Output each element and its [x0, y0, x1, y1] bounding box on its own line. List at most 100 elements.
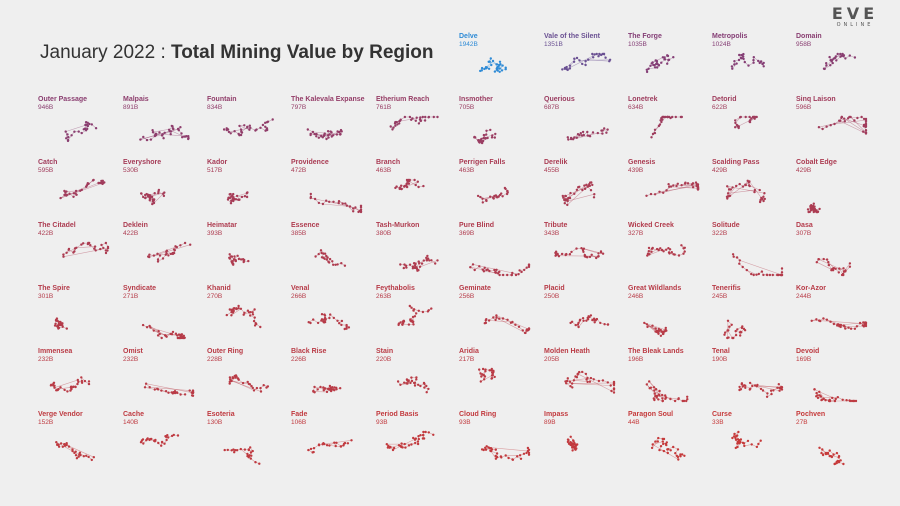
map-system-dot	[821, 127, 824, 131]
map-system-dot	[488, 269, 491, 273]
map-system-dot	[485, 198, 488, 202]
map-system-dot	[87, 455, 90, 459]
map-system-dot	[662, 442, 665, 446]
map-system-dot	[328, 200, 331, 203]
map-system-dot	[420, 262, 424, 265]
map-system-dot	[400, 184, 403, 187]
map-system-dot	[562, 196, 565, 199]
map-system-dot	[744, 183, 747, 186]
map-system-dot	[229, 202, 233, 205]
map-system-dot	[662, 437, 666, 441]
map-link	[149, 386, 190, 391]
map-system-dot	[65, 194, 68, 197]
map-system-dot	[487, 446, 490, 449]
map-system-dot	[682, 252, 685, 255]
map-system-dot	[517, 325, 521, 328]
map-system-dot	[413, 264, 417, 267]
map-system-dot	[842, 462, 845, 466]
region-name: Venal	[291, 285, 310, 292]
region-value: 343B	[544, 230, 560, 237]
map-system-dot	[661, 393, 664, 397]
map-system-dot	[610, 389, 613, 393]
map-system-dot	[352, 207, 355, 210]
map-system-dot	[601, 132, 604, 135]
region-cell: Outer Passage 946B	[38, 95, 122, 157]
map-system-dot	[844, 269, 847, 272]
map-system-dot	[761, 197, 764, 201]
map-system-dot	[83, 127, 87, 130]
map-system-dot	[322, 134, 326, 138]
map-system-dot	[323, 320, 327, 324]
map-system-dot	[422, 184, 425, 188]
map-system-dot	[609, 384, 612, 387]
map-system-dot	[504, 66, 507, 69]
map-system-dot	[575, 376, 579, 379]
map-system-dot	[145, 138, 149, 142]
map-system-dot	[312, 450, 315, 454]
map-system-dot	[592, 196, 596, 199]
map-link	[652, 441, 663, 445]
map-system-dot	[345, 327, 348, 330]
region-value: 327B	[628, 230, 644, 237]
map-system-dot	[93, 245, 97, 248]
map-system-dot	[526, 449, 530, 453]
map-system-dot	[67, 135, 70, 139]
map-system-dot	[172, 127, 175, 131]
map-system-dot	[753, 190, 756, 194]
map-system-dot	[500, 69, 504, 72]
map-system-dot	[323, 132, 326, 135]
map-system-dot	[148, 253, 151, 256]
map-system-dot	[564, 253, 567, 257]
map-system-dot	[309, 133, 312, 137]
map-system-dot	[511, 271, 514, 275]
region-map	[228, 374, 270, 393]
map-system-dot	[492, 316, 495, 319]
map-system-dot	[156, 252, 159, 255]
map-system-dot	[746, 179, 749, 182]
map-system-dot	[313, 197, 317, 201]
map-system-dot	[167, 128, 171, 131]
map-system-dot	[424, 115, 427, 119]
map-system-dot	[651, 443, 654, 446]
map-system-dot	[569, 385, 572, 388]
map-system-dot	[572, 445, 575, 448]
map-system-dot	[316, 388, 319, 391]
map-system-dot	[423, 386, 426, 389]
map-system-dot	[75, 246, 78, 249]
map-system-dot	[606, 381, 609, 384]
map-system-dot	[409, 381, 412, 385]
map-system-dot	[246, 380, 249, 384]
map-system-dot	[55, 441, 58, 444]
map-system-dot	[780, 267, 784, 270]
map-link	[565, 186, 588, 197]
map-system-dot	[66, 133, 69, 136]
map-system-dot	[658, 389, 661, 393]
map-system-dot	[758, 188, 761, 192]
map-system-dot	[828, 454, 831, 458]
map-system-dot	[473, 268, 476, 272]
map-system-dot	[359, 208, 363, 211]
map-system-dot	[840, 115, 843, 119]
map-system-dot	[522, 452, 526, 455]
title-prefix: January 2022	[40, 42, 156, 63]
map-system-dot	[596, 131, 599, 135]
map-system-dot	[491, 59, 495, 63]
map-system-dot	[839, 325, 842, 329]
map-system-dot	[570, 320, 574, 323]
map-system-dot	[500, 456, 503, 459]
region-map	[147, 241, 192, 263]
map-system-dot	[172, 248, 176, 251]
map-system-dot	[229, 378, 232, 381]
map-system-dot	[763, 192, 766, 195]
region-value: 463B	[459, 167, 475, 174]
map-system-dot	[858, 321, 862, 325]
map-system-dot	[469, 266, 472, 269]
map-system-dot	[179, 244, 182, 247]
map-system-dot	[825, 318, 829, 321]
map-link	[681, 184, 698, 186]
map-system-dot	[167, 436, 170, 439]
map-system-dot	[743, 60, 746, 64]
map-system-dot	[233, 255, 236, 258]
map-system-dot	[738, 53, 741, 57]
map-system-dot	[416, 442, 420, 446]
